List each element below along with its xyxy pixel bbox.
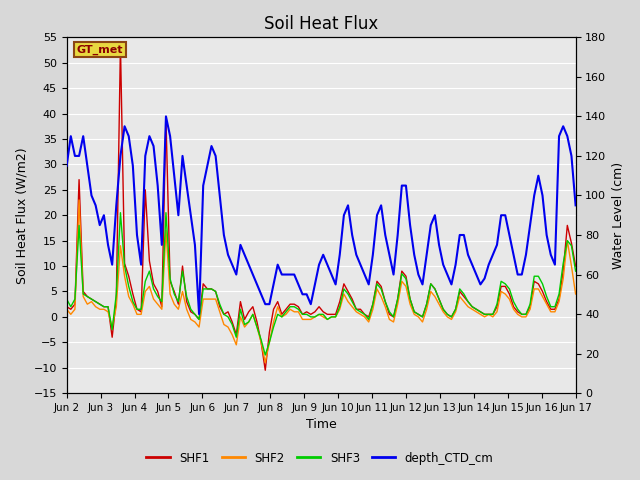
Y-axis label: Water Level (cm): Water Level (cm) <box>612 162 625 269</box>
X-axis label: Time: Time <box>306 419 337 432</box>
Y-axis label: Soil Heat Flux (W/m2): Soil Heat Flux (W/m2) <box>15 147 28 284</box>
Legend: SHF1, SHF2, SHF3, depth_CTD_cm: SHF1, SHF2, SHF3, depth_CTD_cm <box>142 447 498 469</box>
Title: Soil Heat Flux: Soil Heat Flux <box>264 15 378 33</box>
Text: GT_met: GT_met <box>77 45 124 55</box>
